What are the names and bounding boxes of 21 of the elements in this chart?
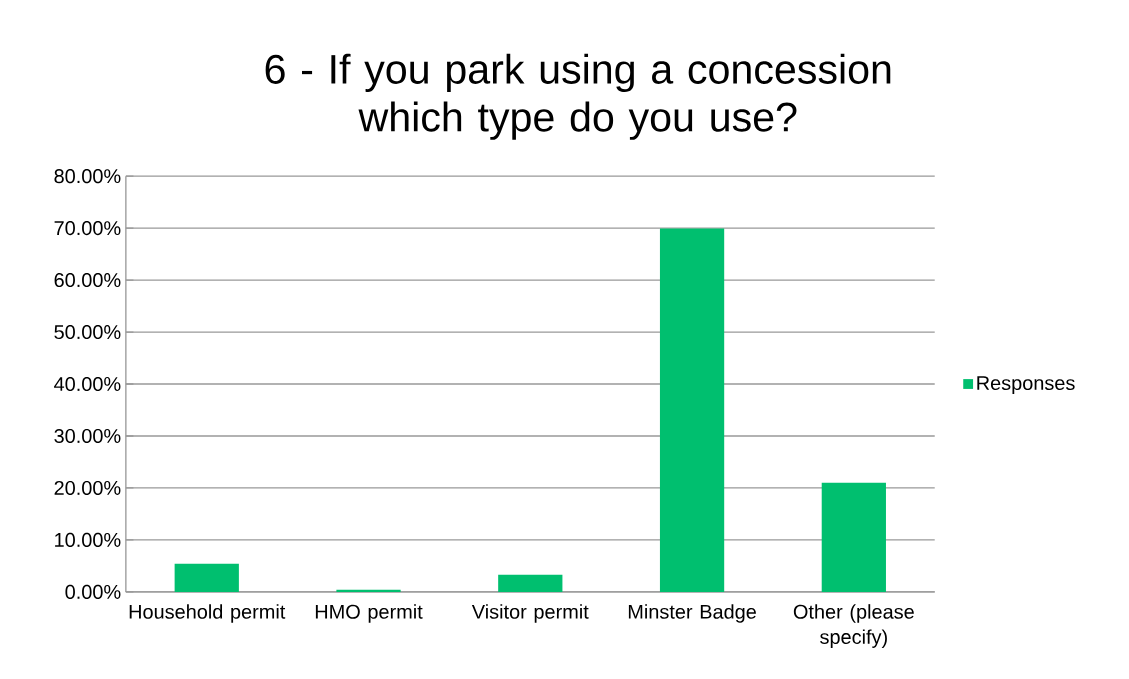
- bar: [821, 482, 886, 592]
- x-tick-label: Minster Badge: [628, 604, 756, 623]
- bar: [498, 574, 563, 592]
- bar: [659, 228, 725, 592]
- y-tick-label: 70.00%: [54, 221, 121, 236]
- legend-label: Responses: [977, 376, 1075, 395]
- x-tick-label: HMO permit: [315, 604, 423, 623]
- y-tick-label: 20.00%: [54, 480, 121, 496]
- y-tick-label: 30.00%: [54, 429, 121, 444]
- bar: [174, 563, 239, 592]
- y-tick-label: 50.00%: [54, 325, 121, 340]
- y-tick-label: 0.00%: [65, 584, 121, 600]
- x-tick-label: Other (please specify): [793, 604, 914, 649]
- x-tick-label: Visitor permit: [471, 604, 589, 623]
- x-tick-label: Household permit: [129, 604, 286, 623]
- y-tick-label: 40.00%: [54, 377, 121, 392]
- y-tick-label: 10.00%: [55, 532, 121, 548]
- bar: [336, 589, 401, 592]
- y-tick-label: 80.00%: [54, 169, 121, 184]
- y-tick-label: 60.00%: [54, 273, 121, 288]
- chart-title: 6 - If you park using a concession which type do you use?: [265, 53, 891, 140]
